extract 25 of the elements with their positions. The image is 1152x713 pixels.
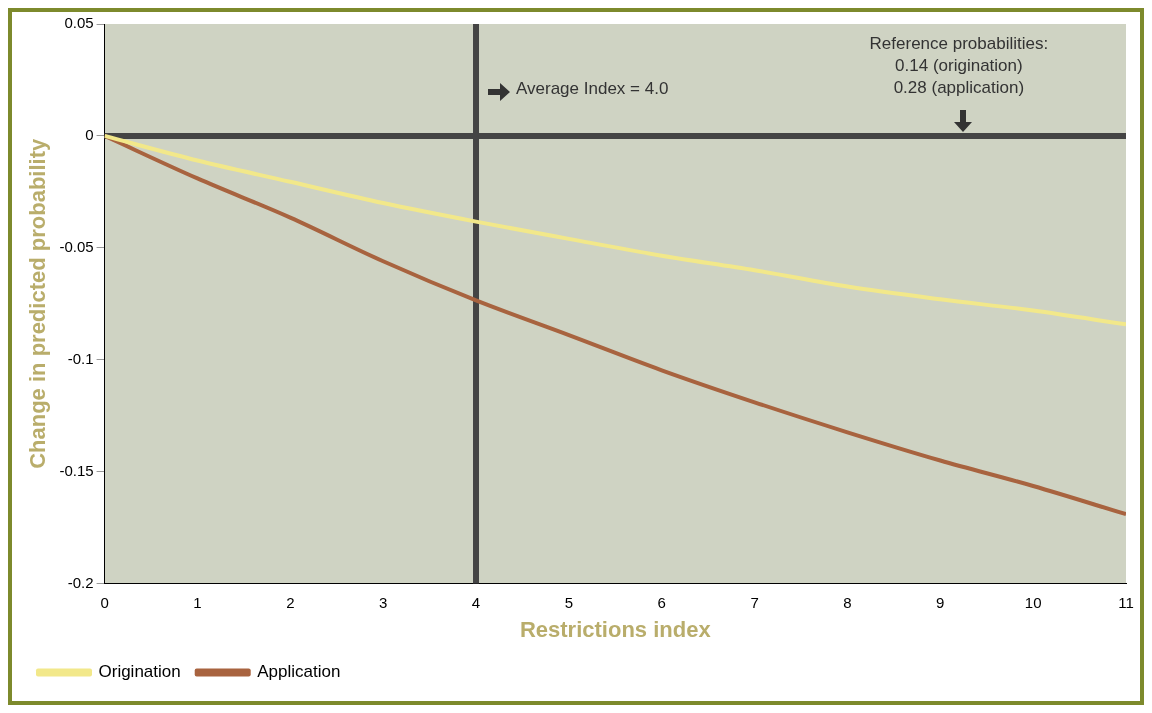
y-tick-label: 0: [85, 126, 94, 144]
legend-label: Origination: [98, 662, 181, 682]
y-tick-label: 0.05: [64, 14, 94, 32]
x-tick-label: 2: [286, 593, 295, 611]
y-tick-label: -0.2: [67, 573, 94, 591]
x-tick-label: 3: [378, 593, 388, 611]
y-tick-label: -0.05: [59, 237, 94, 255]
x-tick-label: 5: [564, 593, 574, 611]
y-tick-label: -0.1: [67, 349, 94, 367]
legend-label: Application: [257, 662, 341, 682]
ref-line-label: Average Index = 4.0: [516, 78, 669, 98]
y-axis-title: Change in predicted probability: [25, 138, 51, 469]
x-tick-label: 8: [843, 593, 852, 611]
x-tick-label: 7: [750, 593, 759, 611]
x-tick-label: 10: [1024, 593, 1042, 611]
x-tick-label: 4: [471, 593, 481, 611]
x-axis-title: Restrictions index: [519, 616, 712, 642]
line-series: [104, 133, 1126, 327]
x-tick-label: 6: [657, 593, 666, 611]
x-tick-label: 1: [193, 593, 202, 611]
annotation: Reference probabilities: 0.14 (origination) 0.28 (application): [869, 33, 1049, 97]
x-tick-label: 0: [100, 593, 109, 611]
x-tick-label: 11: [1118, 593, 1134, 611]
x-tick-label: 9: [936, 593, 945, 611]
y-tick-label: -0.15: [59, 461, 94, 479]
